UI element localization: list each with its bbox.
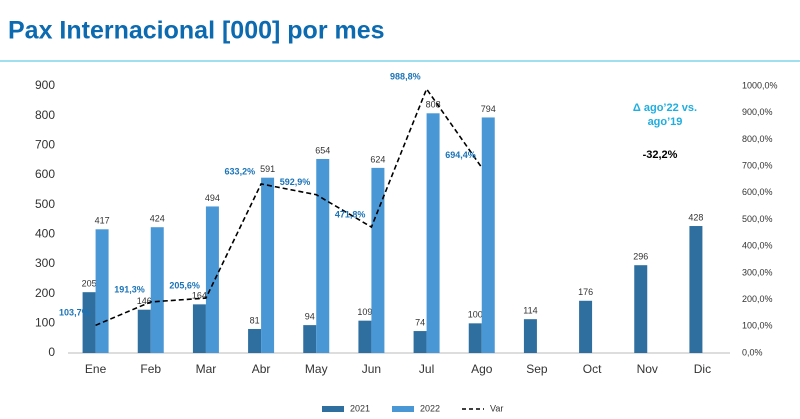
y2-tick-label: 700,0% [742,160,773,170]
bar [413,331,427,353]
y-tick-label: 100 [35,316,55,330]
line-label: 592,9% [280,177,311,187]
y-tick-label: 400 [35,227,55,241]
x-tick-label: Ene [85,362,107,376]
bar [689,226,703,353]
x-tick-label: Abr [252,362,271,376]
bar-label: 624 [370,154,385,164]
bar-label: 81 [250,315,260,325]
line-label: 633,2% [225,166,256,176]
y2-tick-label: 900,0% [742,107,773,117]
bar-label: 94 [305,311,315,321]
bar [468,323,482,353]
bar-label: 109 [357,307,372,317]
bar [82,292,96,353]
line-label: 471,8% [335,209,366,219]
x-tick-label: May [305,362,328,376]
annotation-value: -32,2% [643,149,678,161]
legend-swatch [392,406,414,412]
y-tick-label: 200 [35,286,55,300]
line-label: 694,4% [445,150,476,160]
y-tick-label: 600 [35,167,55,181]
bar-label: 654 [315,145,330,155]
bar [634,265,648,353]
bar [137,309,151,353]
bar [205,206,219,353]
x-tick-label: Nov [637,362,658,376]
bar-label: 424 [150,214,165,224]
x-tick-label: Jul [419,362,434,376]
legend-label: 2022 [420,403,440,413]
y2-tick-label: 100,0% [742,321,773,331]
legend-swatch [322,406,344,412]
x-tick-label: Jun [362,362,381,376]
bar [248,328,262,353]
x-tick-label: Feb [140,362,161,376]
bar-label: 205 [82,279,97,289]
y-tick-label: 800 [35,108,55,122]
bar [261,177,275,353]
bar-label: 146 [137,296,152,306]
bar-label: 176 [578,287,593,297]
bar [358,320,372,353]
y-tick-label: 500 [35,197,55,211]
y2-tick-label: 0,0% [742,347,763,357]
line-label: 103,7% [59,308,90,318]
y2-tick-label: 500,0% [742,214,773,224]
y2-tick-label: 1000,0% [742,80,778,90]
bar-label: 591 [260,164,275,174]
line-label: 205,6% [169,280,200,290]
legend-label: Var [490,403,503,413]
bar [426,113,440,353]
bar [371,167,385,353]
x-tick-label: Sep [526,362,548,376]
y-tick-label: 900 [35,78,55,92]
chart-title: Pax Internacional [000] por mes [8,17,385,45]
y-tick-label: 0 [48,345,55,359]
y2-tick-label: 800,0% [742,134,773,144]
line-label: 988,8% [390,71,421,81]
bar-label: 100 [468,310,483,320]
legend-label: 2021 [350,403,370,413]
line-label: 191,3% [114,284,145,294]
bar [95,229,109,353]
y2-tick-label: 300,0% [742,267,773,277]
bar [303,325,317,353]
x-tick-label: Ago [471,362,493,376]
x-tick-label: Oct [583,362,602,376]
annotation-title: Δ ago’22 vs. [633,102,697,114]
bar [316,158,330,353]
bar [523,319,537,353]
y-tick-label: 300 [35,256,55,270]
y2-tick-label: 200,0% [742,294,773,304]
bar-label: 114 [523,306,537,316]
x-tick-label: Mar [196,362,217,376]
x-tick-label: Dic [694,362,711,376]
bar-label: 417 [95,216,110,226]
y-tick-label: 700 [35,138,55,152]
bar [150,227,164,353]
bar-label: 794 [481,104,496,114]
y2-tick-label: 400,0% [742,241,773,251]
bar [579,300,593,353]
y2-tick-label: 600,0% [742,187,773,197]
annotation-title: ago’19 [648,116,683,128]
bar-label: 296 [633,252,648,262]
bar [481,117,495,354]
bar-label: 428 [688,212,703,222]
bar [192,304,206,353]
bar-label: 808 [426,100,441,110]
bar-label: 74 [415,317,425,327]
bar-label: 164 [192,291,207,301]
bar-label: 494 [205,193,220,203]
